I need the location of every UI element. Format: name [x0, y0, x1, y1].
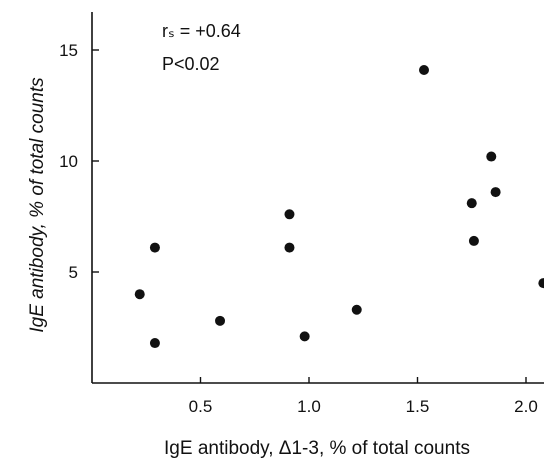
y-tick-label: 10: [59, 152, 78, 171]
data-point: [299, 331, 310, 342]
data-points: [134, 64, 544, 349]
data-point: [538, 278, 544, 289]
plot-area: 0.5 1.0 1.5 2.0 5 10 15: [59, 12, 544, 416]
data-point: [351, 304, 362, 315]
data-point: [468, 235, 479, 246]
y-tick-label: 15: [59, 41, 78, 60]
data-point: [149, 242, 160, 253]
annotation-p-value: P<0.02: [162, 54, 220, 74]
x-tick-label: 0.5: [189, 397, 213, 416]
data-point: [284, 242, 295, 253]
data-point: [284, 209, 295, 220]
x-tick-label: 1.5: [406, 397, 430, 416]
ticks-layer: 0.5 1.0 1.5 2.0 5 10 15: [59, 41, 538, 416]
x-tick-label: 1.0: [297, 397, 321, 416]
data-point: [149, 338, 160, 349]
y-axis-label: IgE antibody, % of total counts: [27, 77, 48, 333]
annotation-rs: rₛ = +0.64: [162, 21, 241, 41]
x-axis-label: IgE antibody, Δ1-3, % of total counts: [164, 438, 470, 459]
data-point: [486, 151, 497, 162]
data-point: [490, 187, 501, 198]
data-point: [134, 289, 145, 300]
data-point: [466, 198, 477, 209]
data-point: [419, 64, 430, 75]
y-tick-label: 5: [69, 263, 78, 282]
x-tick-label: 2.0: [514, 397, 538, 416]
data-point: [215, 315, 226, 326]
